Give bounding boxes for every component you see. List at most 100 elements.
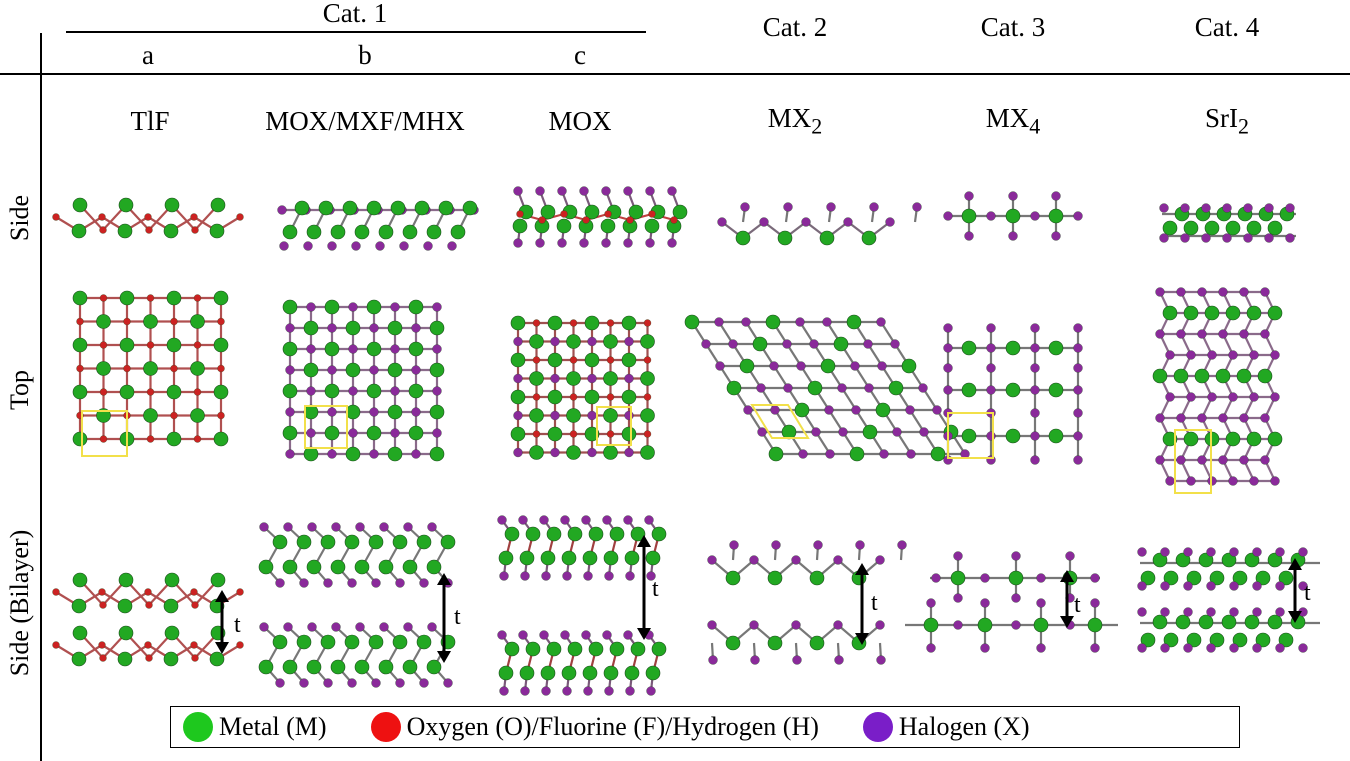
atom [144,213,152,221]
atom [624,373,634,384]
atom [1165,392,1175,402]
atom [1229,607,1239,617]
atom [1298,581,1308,591]
atom [798,449,808,459]
atom [640,334,655,349]
atom [510,426,526,442]
atom [395,678,405,688]
atom [368,634,384,650]
atom [299,578,309,588]
atom [1298,643,1308,653]
atom [119,290,135,306]
atom [1090,643,1100,653]
atom [348,344,358,354]
atom [1207,392,1217,402]
atom [1239,413,1249,423]
atom [236,641,244,649]
header-cat1: Cat. 1 [322,0,388,28]
atom [811,427,821,437]
atom [236,213,244,221]
atom [892,427,902,437]
atom [330,224,346,240]
atom [72,384,88,400]
atom [285,323,295,333]
atom [1073,385,1083,395]
atom [1160,547,1170,557]
atom [1048,340,1064,356]
atom [609,641,625,657]
atom [621,315,637,331]
atom [1011,551,1021,561]
formula-cat4: SrI2 [1162,103,1292,139]
atom [429,320,445,336]
bond-layer [55,190,1320,692]
atom [752,336,768,352]
atom [846,314,862,330]
atom [851,405,861,415]
atom [348,302,358,312]
atom [1246,220,1262,236]
atom [888,380,904,396]
atom [644,218,660,234]
atom [170,411,178,420]
formula-cat4-sub: 2 [1238,113,1249,139]
atom [1036,643,1046,653]
atom [306,224,322,240]
legend-item-metal: Metal (M) [183,712,327,742]
atom [347,578,357,588]
atom [1183,547,1193,557]
atom [324,383,340,399]
atom [1218,287,1228,297]
legend-item-halogen: Halogen (X) [862,712,1030,742]
header-cat4: Cat. 4 [1194,12,1260,42]
atom [1204,220,1220,236]
atom [320,534,336,550]
cat1-underline [66,31,646,33]
atom [275,678,285,688]
atom [99,601,107,609]
atom [303,404,319,420]
atom [961,428,977,444]
atom [624,550,640,566]
atom [897,540,907,550]
atom [569,430,578,438]
atom [447,241,457,251]
atom [72,337,88,353]
atom [355,622,365,632]
atom [193,435,202,443]
formula-cat2: MX2 [730,103,860,139]
atom [1140,632,1156,648]
atom [213,384,229,400]
unit-cell [750,404,810,439]
atom [411,407,421,417]
atom [566,371,581,386]
atom [1183,607,1193,617]
atom [792,655,802,665]
atom [603,334,618,349]
legend-label-metal: Metal (M) [219,712,327,741]
atom [645,550,661,566]
atom [538,216,546,224]
atom [756,383,766,393]
atom [604,571,614,581]
atom [1073,455,1083,465]
atom [282,659,298,675]
atom [123,317,131,326]
atom [1162,305,1178,321]
atom [781,424,797,440]
atom [1260,413,1270,423]
atom [258,659,274,675]
atom [296,534,312,550]
atom [438,200,454,216]
atom [707,555,717,565]
atom [1073,431,1083,441]
atom [518,630,528,640]
atom [52,588,60,596]
atom [1197,287,1207,297]
atom [395,578,405,588]
atom [861,230,877,246]
atom [427,522,437,532]
atom [366,200,382,216]
atom [497,515,507,525]
